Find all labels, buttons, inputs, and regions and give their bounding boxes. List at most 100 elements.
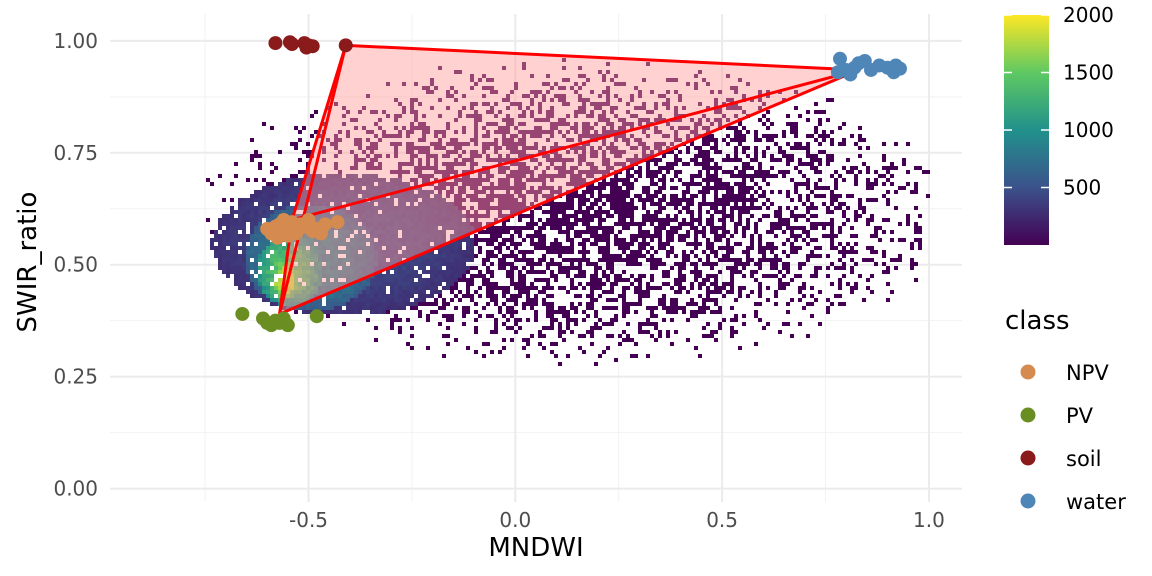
- density-cell: [514, 82, 518, 86]
- density-cell: [842, 166, 846, 170]
- density-cell: [630, 158, 634, 162]
- density-cell: [402, 290, 406, 294]
- density-cell: [310, 274, 314, 278]
- density-cell: [454, 162, 458, 166]
- density-cell: [642, 154, 646, 158]
- density-cell: [234, 262, 238, 266]
- density-cell: [442, 246, 446, 250]
- density-cell: [358, 262, 362, 266]
- density-cell: [774, 142, 778, 146]
- density-cell: [286, 270, 290, 274]
- density-cell: [566, 202, 570, 206]
- density-cell: [622, 242, 626, 246]
- density-cell: [354, 278, 358, 282]
- density-cell: [718, 306, 722, 310]
- density-cell: [658, 246, 662, 250]
- density-cell: [410, 194, 414, 198]
- density-cell: [782, 250, 786, 254]
- density-cell: [682, 126, 686, 130]
- density-cell: [402, 234, 406, 238]
- density-cell: [310, 194, 314, 198]
- density-cell: [502, 98, 506, 102]
- density-cell: [874, 170, 878, 174]
- density-cell: [394, 286, 398, 290]
- density-cell: [810, 250, 814, 254]
- density-cell: [638, 166, 642, 170]
- density-cell: [558, 122, 562, 126]
- density-cell: [310, 286, 314, 290]
- density-cell: [254, 254, 258, 258]
- density-cell: [538, 130, 542, 134]
- density-cell: [410, 234, 414, 238]
- density-cell: [698, 270, 702, 274]
- density-cell: [474, 102, 478, 106]
- density-cell: [382, 234, 386, 238]
- density-cell: [722, 210, 726, 214]
- density-cell: [426, 230, 430, 234]
- density-cell: [574, 182, 578, 186]
- density-cell: [394, 266, 398, 270]
- density-cell: [886, 270, 890, 274]
- density-cell: [774, 302, 778, 306]
- density-cell: [566, 122, 570, 126]
- density-cell: [426, 222, 430, 226]
- density-cell: [630, 198, 634, 202]
- density-cell: [690, 286, 694, 290]
- density-cell: [586, 230, 590, 234]
- density-cell: [590, 90, 594, 94]
- density-cell: [454, 286, 458, 290]
- density-cell: [514, 182, 518, 186]
- density-cell: [342, 234, 346, 238]
- density-cell: [554, 214, 558, 218]
- density-cell: [562, 170, 566, 174]
- density-cell: [578, 258, 582, 262]
- density-cell: [526, 290, 530, 294]
- density-cell: [246, 270, 250, 274]
- density-cell: [562, 134, 566, 138]
- density-cell: [498, 170, 502, 174]
- density-cell: [438, 278, 442, 282]
- density-cell: [398, 294, 402, 298]
- density-cell: [666, 310, 670, 314]
- density-cell: [590, 302, 594, 306]
- density-cell: [438, 206, 442, 210]
- density-cell: [526, 234, 530, 238]
- density-cell: [382, 230, 386, 234]
- density-cell: [578, 198, 582, 202]
- density-cell: [638, 278, 642, 282]
- density-cell: [658, 286, 662, 290]
- density-cell: [706, 222, 710, 226]
- density-cell: [702, 114, 706, 118]
- density-cell: [394, 270, 398, 274]
- density-cell: [374, 258, 378, 262]
- density-cell: [418, 302, 422, 306]
- density-cell: [614, 242, 618, 246]
- density-cell: [302, 298, 306, 302]
- density-cell: [490, 182, 494, 186]
- density-cell: [482, 150, 486, 154]
- density-cell: [334, 262, 338, 266]
- density-cell: [802, 262, 806, 266]
- density-cell: [478, 250, 482, 254]
- density-cell: [470, 178, 474, 182]
- density-cell: [358, 286, 362, 290]
- density-cell: [334, 142, 338, 146]
- density-cell: [218, 246, 222, 250]
- density-cell: [374, 310, 378, 314]
- density-cell: [714, 278, 718, 282]
- density-cell: [574, 222, 578, 226]
- density-cell: [826, 206, 830, 210]
- density-cell: [898, 254, 902, 258]
- density-cell: [738, 294, 742, 298]
- density-cell: [582, 334, 586, 338]
- density-heatmap: [206, 58, 930, 366]
- density-cell: [338, 170, 342, 174]
- density-cell: [490, 294, 494, 298]
- density-cell: [574, 310, 578, 314]
- density-cell: [650, 202, 654, 206]
- density-cell: [402, 206, 406, 210]
- density-cell: [422, 230, 426, 234]
- density-cell: [486, 214, 490, 218]
- density-cell: [550, 302, 554, 306]
- density-cell: [326, 202, 330, 206]
